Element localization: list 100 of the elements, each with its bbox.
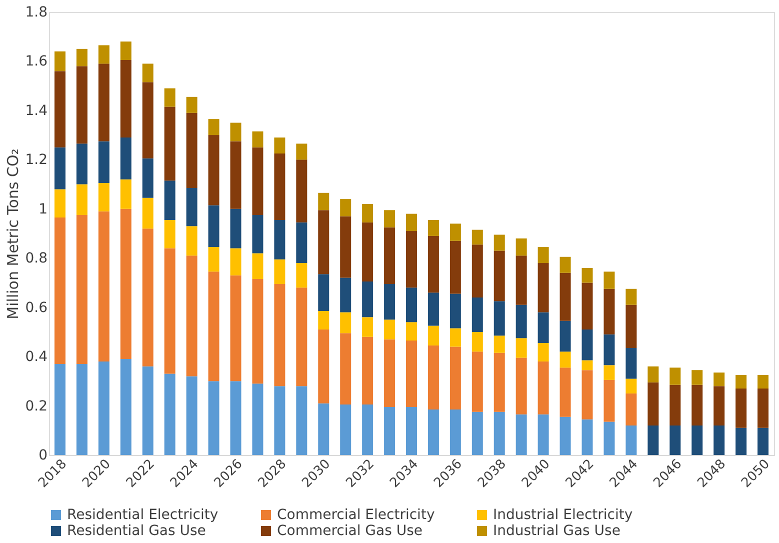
bar [142,158,154,198]
bar [186,96,198,113]
bar [626,425,637,455]
bar [208,247,220,272]
bar [758,375,769,389]
bar [648,382,659,426]
bar [54,51,66,72]
bar [670,425,681,455]
bar [54,71,66,148]
bar [604,288,615,334]
bar [318,192,330,210]
bar [516,256,527,305]
bar [450,346,461,410]
legend-label: Commercial Gas Use [277,523,423,539]
bar [626,393,637,426]
bar [164,248,176,374]
legend-label: Industrial Electricity [493,507,633,523]
bar [494,336,505,353]
bar [164,220,176,248]
bar [384,227,396,284]
bar [626,348,637,379]
bar [494,412,505,455]
bar [516,338,527,358]
bar [428,326,439,346]
legend-label: Commercial Electricity [277,507,435,523]
bar [736,375,747,389]
bar [494,250,505,302]
bar [296,222,308,264]
bar [252,253,264,280]
bar [230,381,242,455]
bar [252,131,264,148]
bar [582,282,593,330]
bar [76,144,88,184]
bar [736,428,747,455]
bar [186,376,198,455]
y-tick-label: 1.2 [25,152,48,168]
bar [54,147,66,190]
y-tick-label: 1.4 [25,102,48,119]
bar [516,238,527,256]
bar [98,183,110,212]
bar [76,215,88,364]
bar [494,352,505,412]
bar [560,416,571,455]
bar [384,407,396,455]
y-tick-label: 1 [38,201,48,218]
y-tick-label: 0.4 [25,349,48,366]
bar [98,141,110,184]
bar [296,263,308,288]
y-tick-label: 0.8 [25,250,48,267]
bar [714,425,725,455]
bar [538,312,549,344]
bar [274,220,286,260]
bar [604,334,615,366]
bar [450,328,461,347]
bar [362,404,374,455]
bar [164,106,176,181]
bar [428,409,439,455]
bar [384,339,396,408]
bar [428,292,439,326]
bar [516,304,527,338]
bar [692,370,703,385]
bar [384,320,396,340]
bar [142,82,154,158]
bar [516,358,527,414]
bar [252,384,264,455]
bar [406,288,417,322]
bar [472,352,483,412]
y-tick-label: 0 [38,448,48,464]
bar [274,138,286,154]
bar [450,294,461,328]
bar [472,332,483,352]
bar [98,64,110,142]
bar [120,138,132,180]
bar [670,384,681,426]
bar [538,263,549,312]
bar [142,228,154,366]
bar [230,275,242,382]
bar [582,268,593,283]
bar [362,204,374,222]
bar [120,208,132,360]
y-tick-label: 0.2 [25,398,48,414]
bar [142,64,154,82]
y-axis-title: Million Metric Tons CO₂ [4,148,22,320]
bar [582,329,593,360]
bar [604,272,615,289]
bar [626,378,637,394]
bar [274,284,286,386]
bar [252,147,264,216]
bar [120,60,132,138]
bar [186,256,198,376]
bar [450,409,461,455]
bar [560,320,571,352]
bar [648,366,659,382]
bar [560,368,571,417]
y-tick-label: 1.6 [25,54,48,70]
bar [252,215,264,254]
bar [626,288,637,305]
bar [208,205,220,248]
bar [98,211,110,362]
bar [472,244,483,298]
